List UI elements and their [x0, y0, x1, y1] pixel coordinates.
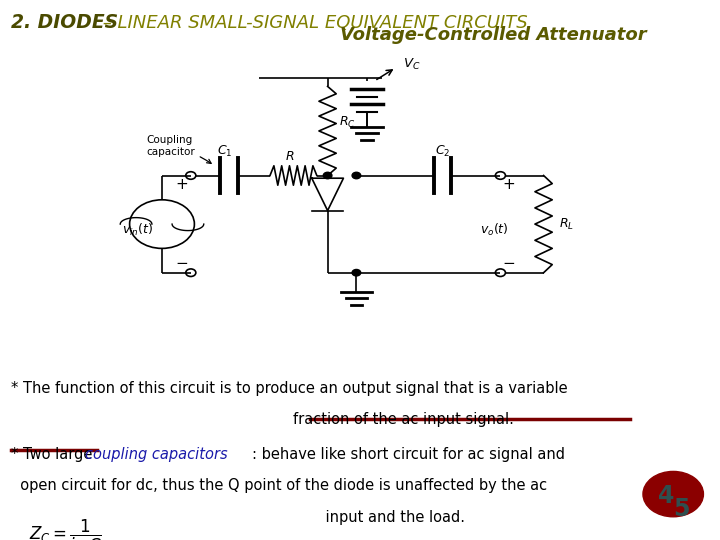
Text: input and the load.: input and the load. [11, 510, 465, 525]
Text: $Z_C = \dfrac{1}{j\omega C}$: $Z_C = \dfrac{1}{j\omega C}$ [29, 518, 102, 540]
Text: $V_C$: $V_C$ [403, 57, 420, 72]
Text: $C_2$: $C_2$ [435, 144, 451, 159]
Text: 5: 5 [674, 497, 690, 521]
Text: Voltage-Controlled Attenuator: Voltage-Controlled Attenuator [340, 26, 647, 44]
Circle shape [323, 172, 332, 179]
Text: : behave like short circuit for ac signal and: : behave like short circuit for ac signa… [252, 447, 565, 462]
Text: Coupling
capacitor: Coupling capacitor [146, 135, 211, 164]
Text: * Two large: * Two large [11, 447, 96, 462]
Circle shape [352, 269, 361, 276]
Text: −: − [503, 256, 516, 272]
Text: open circuit for dc, thus the Q point of the diode is unaffected by the ac: open circuit for dc, thus the Q point of… [11, 478, 547, 494]
Circle shape [352, 172, 361, 179]
Text: $v_o(t)$: $v_o(t)$ [480, 221, 509, 238]
Text: +: + [176, 177, 189, 192]
Text: $R$: $R$ [285, 150, 294, 164]
Text: 4: 4 [658, 484, 674, 508]
Text: −: − [176, 256, 189, 272]
Text: $R_L$: $R_L$ [559, 217, 575, 232]
Text: +: + [503, 177, 516, 192]
Text: $R_C$: $R_C$ [339, 114, 356, 130]
Circle shape [643, 471, 703, 517]
Text: fraction of the ac input signal.: fraction of the ac input signal. [293, 412, 513, 427]
Text: 2. DIODES: 2. DIODES [11, 14, 118, 32]
Text: $C_1$: $C_1$ [217, 144, 233, 159]
Text: * The function of this circuit is to produce an output signal that is a variable: * The function of this circuit is to pro… [11, 381, 567, 396]
Text: coupling capacitors: coupling capacitors [85, 447, 228, 462]
Text: $v_{in}(t)$: $v_{in}(t)$ [122, 221, 153, 238]
Text: – LINEAR SMALL-SIGNAL EQUIVALENT CIRCUITS: – LINEAR SMALL-SIGNAL EQUIVALENT CIRCUIT… [97, 14, 528, 31]
